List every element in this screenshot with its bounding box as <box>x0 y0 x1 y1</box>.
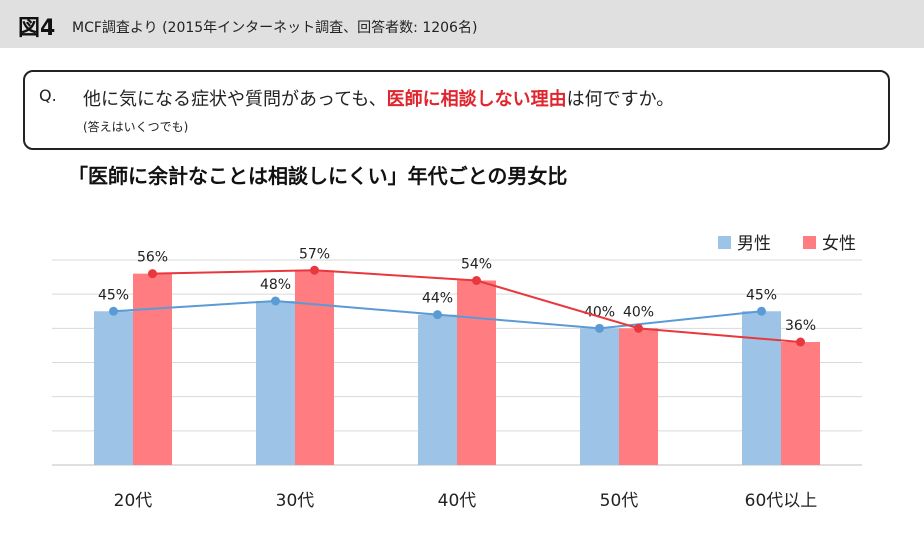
question-note: (答えはいくつでも) <box>83 120 189 134</box>
bar-male <box>418 314 457 465</box>
bar-female <box>457 280 496 465</box>
bar-female <box>133 273 172 465</box>
data-point <box>433 310 442 320</box>
data-label: 45% <box>98 287 129 303</box>
question-text-after: は何ですか。 <box>566 89 675 110</box>
legend-label-male: 男性 <box>737 234 771 254</box>
data-point <box>271 296 280 306</box>
x-tick-label: 20代 <box>114 491 153 511</box>
data-point <box>595 323 604 333</box>
bar-female <box>781 342 820 465</box>
x-tick-label: 30代 <box>276 491 315 511</box>
data-point <box>634 323 643 333</box>
data-point <box>310 265 319 275</box>
data-label: 45% <box>746 287 777 303</box>
data-point <box>148 269 157 279</box>
question-text-before: 他に気になる症状や質問があっても、 <box>83 89 387 110</box>
x-tick-label: 40代 <box>438 491 477 511</box>
data-point <box>757 306 766 316</box>
data-label: 36% <box>785 318 816 334</box>
bar-male <box>94 311 133 465</box>
header-bar: 図4 MCF調査より (2015年インターネット調査、回答者数: 1206名) <box>0 0 924 48</box>
data-label: 40% <box>584 304 615 320</box>
question-text-emphasis: 医師に相談しない理由 <box>386 89 567 110</box>
question-box: Q. 他に気になる症状や質問があっても、医師に相談しない理由は何ですか。 (答え… <box>23 70 890 150</box>
legend-swatch-female <box>803 236 816 249</box>
figure-label: 図4 <box>18 16 56 41</box>
chart-title: 「医師に余計なことは相談しにくい」年代ごとの男女比 <box>68 164 568 188</box>
data-point <box>472 276 481 285</box>
figure-subtitle: MCF調査より (2015年インターネット調査、回答者数: 1206名) <box>72 20 478 36</box>
x-tick-label: 60代以上 <box>745 491 818 511</box>
bar-male <box>742 311 781 465</box>
bar-male <box>580 328 619 465</box>
data-label: 40% <box>623 304 654 320</box>
question-marker: Q. <box>39 86 57 105</box>
bar-female <box>619 328 658 465</box>
data-point <box>109 306 118 316</box>
x-tick-label: 50代 <box>600 491 639 511</box>
legend-label-female: 女性 <box>822 234 856 254</box>
bar-female <box>295 270 334 465</box>
legend-swatch-male <box>718 236 731 249</box>
data-label: 44% <box>422 291 453 307</box>
data-label: 57% <box>299 246 330 262</box>
question-text: 他に気になる症状や質問があっても、医師に相談しない理由は何ですか。 <box>83 85 674 111</box>
data-point <box>796 337 805 347</box>
bar-male <box>256 301 295 465</box>
data-label: 54% <box>461 257 492 273</box>
data-label: 56% <box>137 250 168 266</box>
data-label: 48% <box>260 277 291 293</box>
